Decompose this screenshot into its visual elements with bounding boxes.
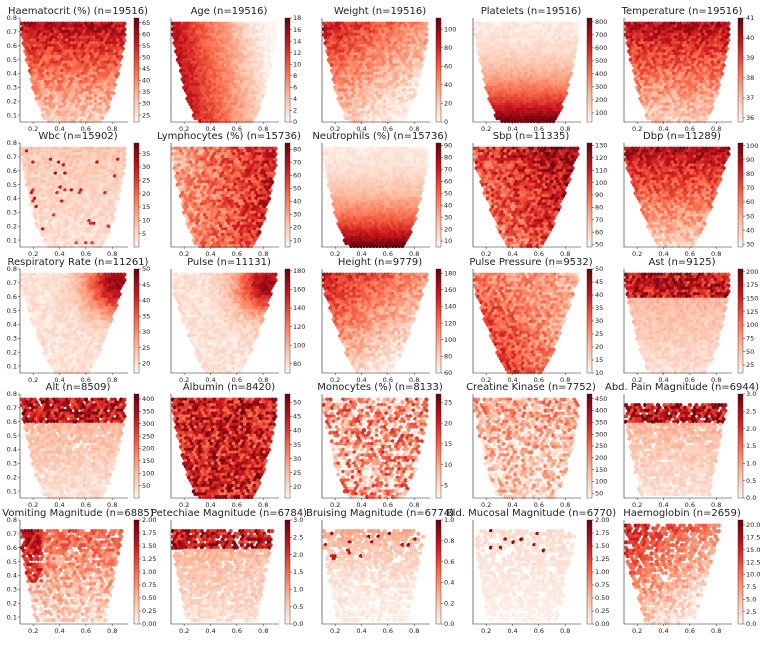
y-tick-label: 0.4 <box>7 70 17 78</box>
hexbin-cell <box>98 118 103 124</box>
hexbin-cells <box>170 21 278 124</box>
colorbar-tick-label: 500 <box>595 57 607 65</box>
y-tick-label: 0.2 <box>7 97 17 105</box>
colorbar-tick-label: 60 <box>142 30 150 38</box>
colorbar-tick-label: 0 <box>444 118 448 126</box>
y-tick-label: 0.7 <box>7 28 17 36</box>
panel-5: Temperature (n=19516)0.2 0.4 0.6 0.83637383… <box>621 6 755 133</box>
panel-title: Haematocrit (%) (n=19516) <box>8 6 148 17</box>
colorbar-tick-label: 55 <box>142 42 150 50</box>
colorbar-tick-label: 16 <box>293 26 301 34</box>
colorbar-tick-label: 20 <box>444 100 452 108</box>
x-tick-label: 0.2 <box>481 125 491 133</box>
colorbar-tick-label: 400 <box>595 70 607 78</box>
colorbar <box>133 17 140 123</box>
colorbar <box>435 17 442 123</box>
colorbar-tick-label: 50 <box>142 53 150 61</box>
colorbar-tick-label: 800 <box>595 18 607 26</box>
panel-title: Platelets (n=19516) <box>481 6 582 17</box>
panel-title: Age (n=19516) <box>191 6 268 17</box>
y-tick-label: 0.8 <box>7 14 17 22</box>
colorbar-tick-label: 700 <box>595 31 607 39</box>
colorbar-tick-label: 65 <box>142 19 150 27</box>
panel-title: Temperature (n=19516) <box>621 6 743 17</box>
y-tick-label: 0.5 <box>7 56 17 64</box>
colorbar <box>586 17 593 123</box>
panel-1: Haematocrit (%) (n=19516) 0.2 0.4 0.6 0.8 0.1… <box>7 6 151 133</box>
colorbar-tick-label: 30 <box>142 100 150 108</box>
colorbar-tick-label: 200 <box>595 96 607 104</box>
colorbar-tick-label: 4 <box>293 95 297 103</box>
colorbar-tick-label: 35 <box>142 88 150 96</box>
colorbar-tick-label: 100 <box>444 25 456 33</box>
x-tick-label: 0.2 <box>28 125 38 133</box>
hexbin-cell <box>551 118 556 124</box>
y-tick-label: 0.6 <box>7 42 17 50</box>
colorbar-tick-label: 6 <box>293 84 297 92</box>
colorbar-tick-label: 40 <box>142 77 150 85</box>
colorbar-tick-label: 10 <box>293 60 301 68</box>
colorbar-tick-label: 60 <box>444 62 452 70</box>
colorbar-tick-label: 2 <box>293 107 297 115</box>
hexbin-cells <box>321 21 429 124</box>
colorbar-tick-label: 18 <box>293 14 301 22</box>
colorbar-tick-label: 600 <box>595 44 607 52</box>
hexbin-cell <box>400 118 405 124</box>
colorbar-tick-label: 40 <box>444 81 452 89</box>
colorbar-tick-label: 45 <box>142 65 150 73</box>
colorbar-tick-label: 80 <box>444 44 452 52</box>
colorbar-tick-label: 0 <box>293 118 297 126</box>
colorbar-tick-label: 25 <box>142 111 150 119</box>
hexbin-cells <box>472 21 580 124</box>
colorbar-tick-label: 300 <box>595 83 607 91</box>
colorbar-tick-label: 12 <box>293 49 301 57</box>
y-tick-label: 0.1 <box>7 111 17 119</box>
hexbin-cells <box>19 21 127 124</box>
panel-4: Platelets (n=19516)0.2 0.4 0.6 0.8100200300… <box>472 6 607 133</box>
panel-title: Weight (n=19516) <box>334 6 426 17</box>
colorbar-tick-label: 100 <box>595 109 607 117</box>
hexbin-cells <box>623 21 731 124</box>
colorbar <box>284 17 291 123</box>
colorbar-tick-label: 8 <box>293 72 297 80</box>
hexbin-cell <box>249 118 254 124</box>
colorbar-tick-label: 14 <box>293 37 301 45</box>
y-tick-label: 0.3 <box>7 84 17 92</box>
